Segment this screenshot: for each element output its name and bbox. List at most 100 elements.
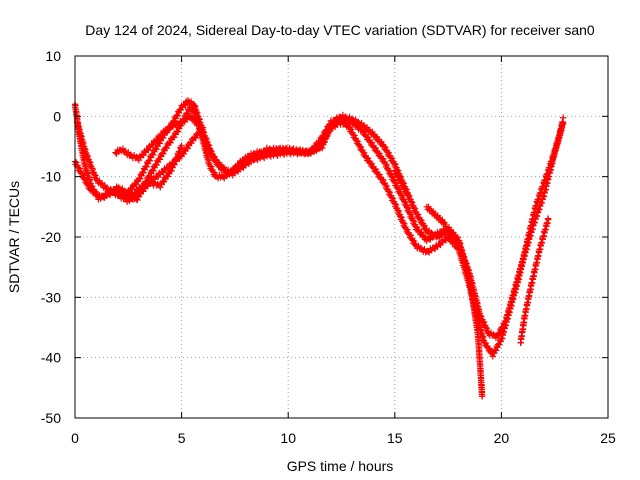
data-point-marker bbox=[174, 128, 182, 136]
data-point-marker bbox=[156, 156, 164, 163]
data-point-marker bbox=[167, 139, 174, 146]
data-point-marker bbox=[323, 127, 331, 134]
x-tick-label: 15 bbox=[387, 430, 403, 446]
data-point-marker bbox=[221, 165, 228, 173]
data-point-marker bbox=[389, 174, 397, 181]
data-point-marker bbox=[359, 148, 367, 156]
data-point-marker bbox=[397, 191, 405, 199]
data-point-marker bbox=[115, 184, 123, 191]
data-point-marker bbox=[354, 118, 362, 126]
data-point-marker bbox=[160, 178, 168, 186]
data-point-marker bbox=[84, 182, 92, 189]
data-point-marker bbox=[209, 152, 217, 160]
data-point-marker bbox=[149, 151, 157, 159]
data-point-marker bbox=[382, 181, 389, 189]
y-tick-label: -30 bbox=[41, 289, 61, 305]
data-point-marker bbox=[73, 159, 80, 166]
data-point-marker bbox=[184, 97, 192, 104]
data-point-marker bbox=[394, 185, 402, 193]
data-point-marker bbox=[489, 353, 497, 360]
data-point-marker bbox=[372, 166, 379, 173]
data-point-marker bbox=[184, 145, 191, 152]
data-point-marker bbox=[402, 186, 409, 193]
data-layer bbox=[71, 97, 567, 400]
data-point-marker bbox=[479, 392, 486, 400]
data-point-marker bbox=[388, 194, 395, 201]
data-point-marker bbox=[143, 163, 150, 171]
data-point-marker bbox=[156, 140, 163, 147]
data-point-marker bbox=[206, 146, 213, 154]
data-point-marker bbox=[421, 222, 428, 230]
data-point-marker bbox=[178, 142, 185, 149]
data-point-marker bbox=[316, 138, 324, 146]
y-axis-label: SDTVAR / TECUs bbox=[6, 181, 22, 293]
data-point-marker bbox=[368, 139, 376, 146]
x-axis-label: GPS time / hours bbox=[287, 458, 394, 474]
data-point-marker bbox=[395, 186, 403, 193]
data-point-marker bbox=[157, 184, 164, 191]
data-point-marker bbox=[356, 143, 363, 150]
data-point-marker bbox=[442, 223, 450, 230]
data-point-marker bbox=[208, 163, 215, 170]
data-point-marker bbox=[211, 169, 218, 176]
data-point-marker bbox=[103, 184, 111, 192]
data-point-marker bbox=[74, 164, 82, 171]
data-point-marker bbox=[386, 189, 393, 196]
y-tick-label: -50 bbox=[41, 410, 61, 426]
data-point-marker bbox=[76, 165, 83, 172]
data-point-marker bbox=[496, 330, 503, 337]
data-point-marker bbox=[417, 244, 425, 252]
data-point-marker bbox=[140, 169, 147, 177]
data-point-marker bbox=[560, 114, 567, 121]
data-point-marker bbox=[376, 171, 383, 178]
data-point-marker bbox=[209, 168, 217, 176]
data-point-marker bbox=[428, 229, 435, 237]
series-track-h bbox=[517, 215, 552, 347]
data-point-marker bbox=[404, 191, 411, 198]
data-point-marker bbox=[372, 144, 379, 152]
y-tick-label: -40 bbox=[41, 350, 61, 366]
data-point-marker bbox=[391, 179, 398, 186]
data-point-marker bbox=[392, 168, 400, 175]
data-point-marker bbox=[81, 176, 88, 183]
y-tick-label: 10 bbox=[45, 48, 61, 64]
x-tick-label: 0 bbox=[71, 430, 79, 446]
data-point-marker bbox=[560, 120, 567, 128]
y-tick-label: 0 bbox=[53, 108, 61, 124]
data-point-marker bbox=[160, 150, 167, 157]
data-point-marker bbox=[376, 150, 383, 157]
chart-title: Day 124 of 2024, Sidereal Day-to-day VTE… bbox=[85, 22, 595, 38]
data-point-marker bbox=[410, 237, 418, 245]
data-point-marker bbox=[389, 195, 397, 202]
data-point-marker bbox=[399, 180, 406, 187]
data-point-marker bbox=[109, 188, 117, 195]
y-tick-label: -10 bbox=[41, 169, 61, 185]
data-point-marker bbox=[396, 174, 403, 181]
data-point-marker bbox=[320, 133, 327, 140]
data-point-marker bbox=[207, 147, 214, 154]
data-point-marker bbox=[401, 185, 408, 192]
data-point-marker bbox=[146, 173, 154, 180]
data-point-marker bbox=[213, 158, 220, 165]
data-point-marker bbox=[115, 191, 123, 198]
y-tick-label: -20 bbox=[41, 229, 61, 245]
data-point-marker bbox=[499, 324, 507, 331]
x-tick-label: 25 bbox=[600, 430, 616, 446]
data-point-marker bbox=[404, 226, 411, 233]
data-point-marker bbox=[383, 161, 390, 169]
data-point-marker bbox=[351, 132, 358, 139]
data-point-marker bbox=[206, 162, 214, 170]
series-track-g bbox=[423, 203, 450, 230]
data-point-marker bbox=[380, 155, 387, 163]
data-point-marker bbox=[203, 141, 211, 149]
data-point-marker bbox=[214, 159, 222, 166]
data-point-marker bbox=[382, 160, 389, 168]
x-tick-label: 5 bbox=[178, 430, 186, 446]
data-point-marker bbox=[347, 126, 355, 133]
series-track-e bbox=[127, 142, 185, 202]
data-point-marker bbox=[418, 217, 425, 224]
data-point-marker bbox=[388, 155, 396, 162]
data-point-marker bbox=[353, 137, 360, 144]
